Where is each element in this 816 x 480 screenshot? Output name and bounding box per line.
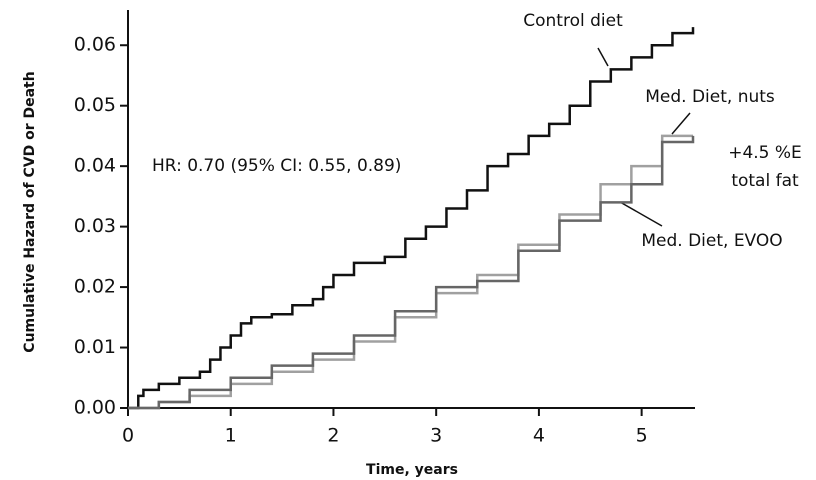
x-tick-label: 5 xyxy=(636,425,648,447)
x-tick-label: 3 xyxy=(430,425,442,447)
pointer xyxy=(671,112,691,135)
y-tick-label: 0.02 xyxy=(74,276,116,298)
pointer xyxy=(619,201,663,227)
series-line xyxy=(128,27,695,410)
y-tick-label: 0.01 xyxy=(74,336,116,358)
series-line xyxy=(128,135,695,410)
x-tick-label: 4 xyxy=(533,425,545,447)
series-label: Med. Diet, nuts xyxy=(645,87,775,107)
x-tick-label: 2 xyxy=(327,425,339,447)
series-label: Control diet xyxy=(523,11,623,31)
y-axis-title: Cumulative Hazard of CVD or Death xyxy=(22,71,38,352)
y-tick-label: 0.03 xyxy=(74,215,116,237)
series-line xyxy=(128,134,693,410)
x-tick-label: 1 xyxy=(225,425,237,447)
pointer xyxy=(597,47,609,67)
series-label: Med. Diet, EVOO xyxy=(641,231,782,251)
x-tick-label: 0 xyxy=(122,425,134,447)
annotation: total fat xyxy=(731,171,799,191)
y-tick-label: 0.00 xyxy=(74,397,116,419)
hazard-ratio: HR: 0.70 (95% CI: 0.55, 0.89) xyxy=(152,156,401,176)
annotation: +4.5 %E xyxy=(728,143,802,163)
y-tick-label: 0.06 xyxy=(74,34,116,56)
x-axis-title: Time, years xyxy=(366,462,458,478)
y-tick-label: 0.05 xyxy=(74,94,116,116)
y-tick-label: 0.04 xyxy=(74,155,116,177)
